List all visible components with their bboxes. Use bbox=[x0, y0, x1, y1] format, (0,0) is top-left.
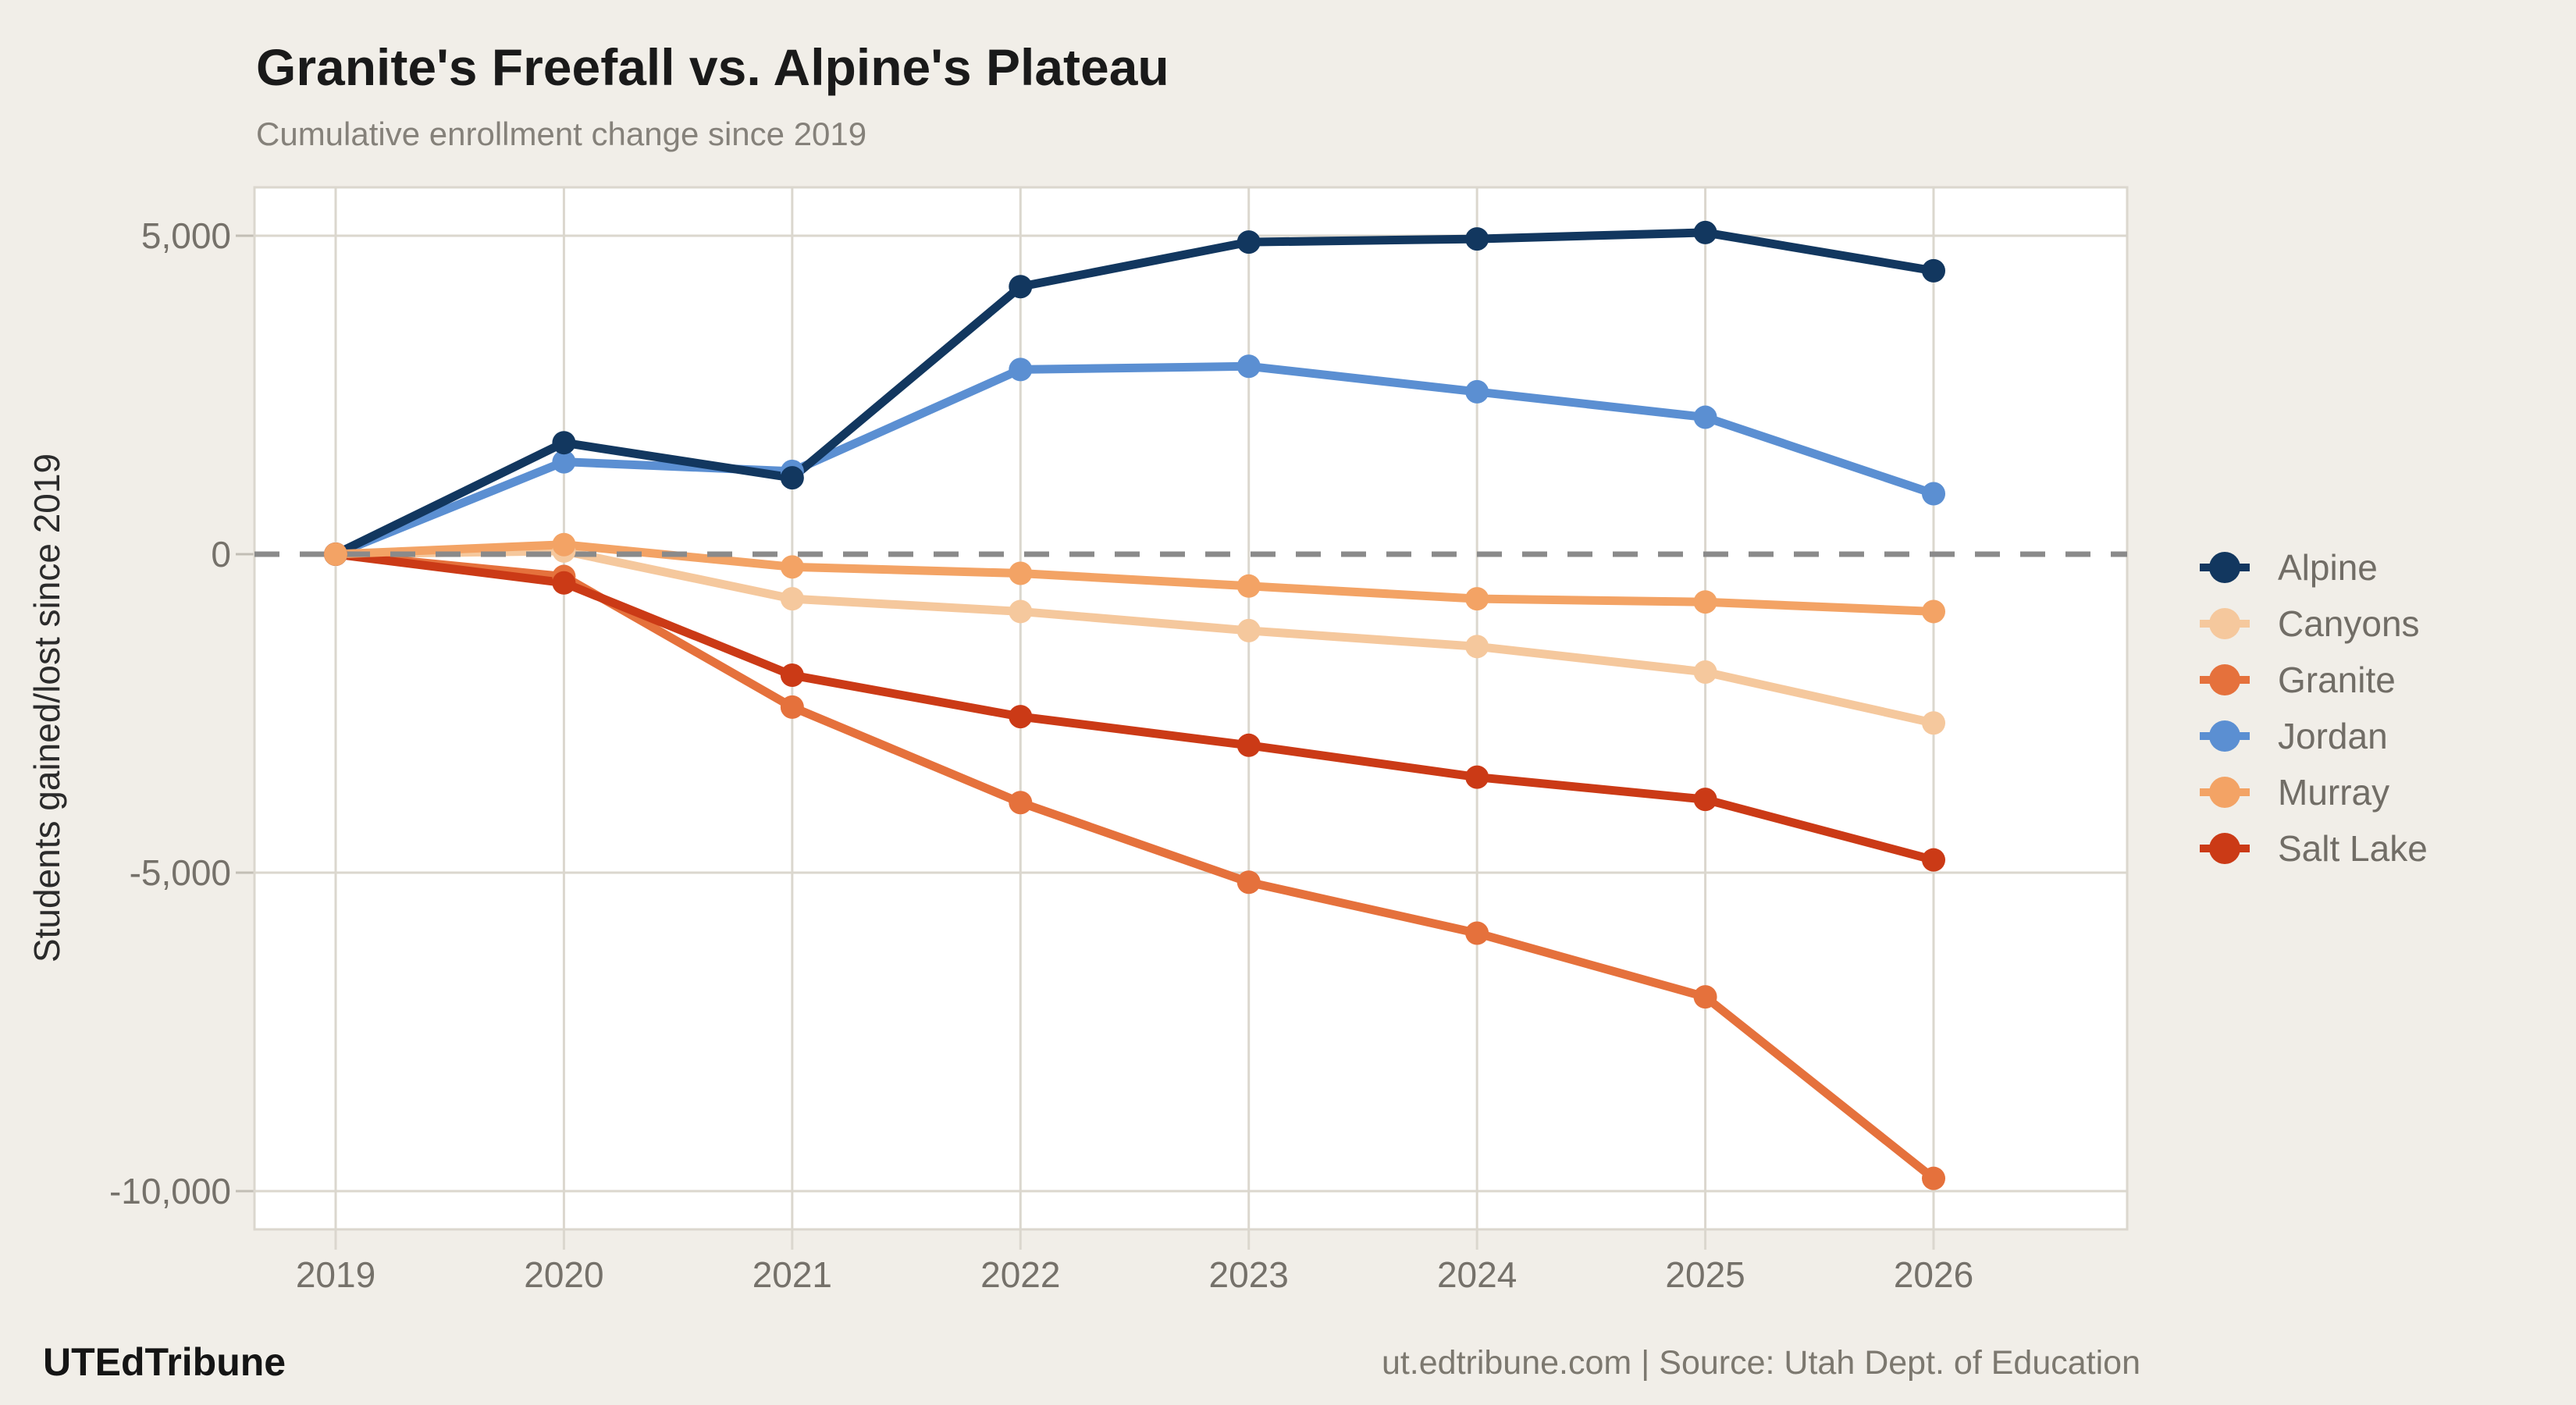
data-point bbox=[1236, 618, 1261, 642]
data-point bbox=[1922, 258, 1946, 283]
x-tick-label: 2026 bbox=[1893, 1254, 1974, 1295]
x-tick-label: 2021 bbox=[752, 1254, 833, 1295]
data-point bbox=[1236, 354, 1261, 379]
brand-wordmark: UTEdTribune bbox=[43, 1340, 286, 1384]
data-point bbox=[1465, 587, 1489, 611]
legend-label: Alpine bbox=[2278, 547, 2378, 588]
series-line-murray bbox=[331, 540, 1938, 616]
data-point bbox=[1009, 561, 1033, 585]
series-dots-granite bbox=[324, 542, 1946, 1190]
data-point bbox=[552, 532, 576, 557]
data-point bbox=[1693, 590, 1717, 614]
data-point bbox=[324, 542, 347, 566]
series-line-granite bbox=[331, 550, 1938, 1183]
series-line-alpine bbox=[331, 228, 1938, 559]
data-point bbox=[552, 450, 576, 474]
legend-item-granite: Granite bbox=[2200, 652, 2428, 708]
data-point bbox=[1236, 230, 1261, 254]
data-point bbox=[780, 466, 804, 490]
series-dots-murray bbox=[324, 532, 1946, 624]
chart-canvas bbox=[236, 186, 2129, 1250]
data-point bbox=[1922, 599, 1946, 624]
x-tick-label: 2019 bbox=[295, 1254, 376, 1295]
data-point bbox=[1465, 379, 1489, 404]
data-point bbox=[780, 663, 804, 688]
legend-label: Salt Lake bbox=[2278, 828, 2428, 869]
page-subtitle: Cumulative enrollment change since 2019 bbox=[256, 116, 867, 152]
data-point bbox=[1922, 711, 1946, 735]
x-tick-label: 2022 bbox=[980, 1254, 1061, 1295]
legend-item-jordan: Jordan bbox=[2200, 708, 2428, 764]
murray-legend-marker-icon bbox=[2200, 777, 2250, 808]
chart-panel bbox=[236, 186, 2129, 1250]
data-point bbox=[1009, 705, 1033, 729]
y-tick-label: 5,000 bbox=[141, 215, 231, 256]
y-tick-label: -10,000 bbox=[109, 1171, 231, 1211]
data-point bbox=[1465, 921, 1489, 945]
data-point bbox=[1465, 765, 1489, 789]
y-tick-label: 0 bbox=[211, 534, 231, 574]
data-point bbox=[1922, 848, 1946, 872]
data-point bbox=[780, 555, 804, 579]
panel-border bbox=[253, 186, 2129, 1231]
granite-legend-marker-icon bbox=[2200, 664, 2250, 695]
data-point bbox=[1693, 220, 1717, 244]
page-title: Granite's Freefall vs. Alpine's Plateau bbox=[256, 38, 1169, 96]
legend-label: Canyons bbox=[2278, 603, 2420, 644]
series-line-jordan bbox=[331, 361, 1938, 559]
data-point bbox=[1465, 227, 1489, 251]
legend-item-alpine: Alpine bbox=[2200, 539, 2428, 596]
salt-lake-legend-marker-icon bbox=[2200, 833, 2250, 864]
data-point bbox=[1693, 985, 1717, 1009]
data-point bbox=[1009, 791, 1033, 815]
series-dots-alpine bbox=[324, 220, 1946, 566]
legend-label: Murray bbox=[2278, 772, 2390, 813]
data-point bbox=[1693, 660, 1717, 684]
source-attribution: ut.edtribune.com | Source: Utah Dept. of… bbox=[1381, 1344, 2140, 1382]
x-tick-label: 2025 bbox=[1665, 1254, 1745, 1295]
data-point bbox=[1236, 870, 1261, 895]
data-point bbox=[552, 431, 576, 455]
x-tick-label: 2024 bbox=[1436, 1254, 1517, 1295]
legend-item-salt-lake: Salt Lake bbox=[2200, 820, 2428, 877]
data-point bbox=[1009, 599, 1033, 624]
data-point bbox=[780, 695, 804, 719]
x-tick-label: 2020 bbox=[524, 1254, 604, 1295]
jordan-legend-marker-icon bbox=[2200, 720, 2250, 752]
chart-legend: Alpine Canyons Granite Jordan Murray Sal… bbox=[2200, 539, 2428, 877]
legend-item-canyons: Canyons bbox=[2200, 596, 2428, 652]
data-point bbox=[1236, 733, 1261, 757]
data-point bbox=[780, 587, 804, 611]
legend-item-murray: Murray bbox=[2200, 764, 2428, 820]
data-point bbox=[552, 571, 576, 595]
data-point bbox=[1236, 574, 1261, 598]
data-point bbox=[1693, 788, 1717, 812]
legend-label: Granite bbox=[2278, 660, 2396, 700]
data-point bbox=[1922, 1166, 1946, 1190]
series-line-canyons bbox=[331, 546, 1938, 727]
alpine-legend-marker-icon bbox=[2200, 552, 2250, 583]
series-line-salt-lake bbox=[331, 550, 1938, 865]
data-point bbox=[1922, 482, 1946, 506]
data-point bbox=[1009, 357, 1033, 382]
canyons-legend-marker-icon bbox=[2200, 608, 2250, 639]
data-point bbox=[1009, 275, 1033, 299]
x-tick-label: 2023 bbox=[1208, 1254, 1289, 1295]
legend-label: Jordan bbox=[2278, 716, 2388, 756]
data-point bbox=[1693, 405, 1717, 429]
data-point bbox=[1465, 635, 1489, 659]
y-tick-label: -5,000 bbox=[129, 852, 231, 893]
